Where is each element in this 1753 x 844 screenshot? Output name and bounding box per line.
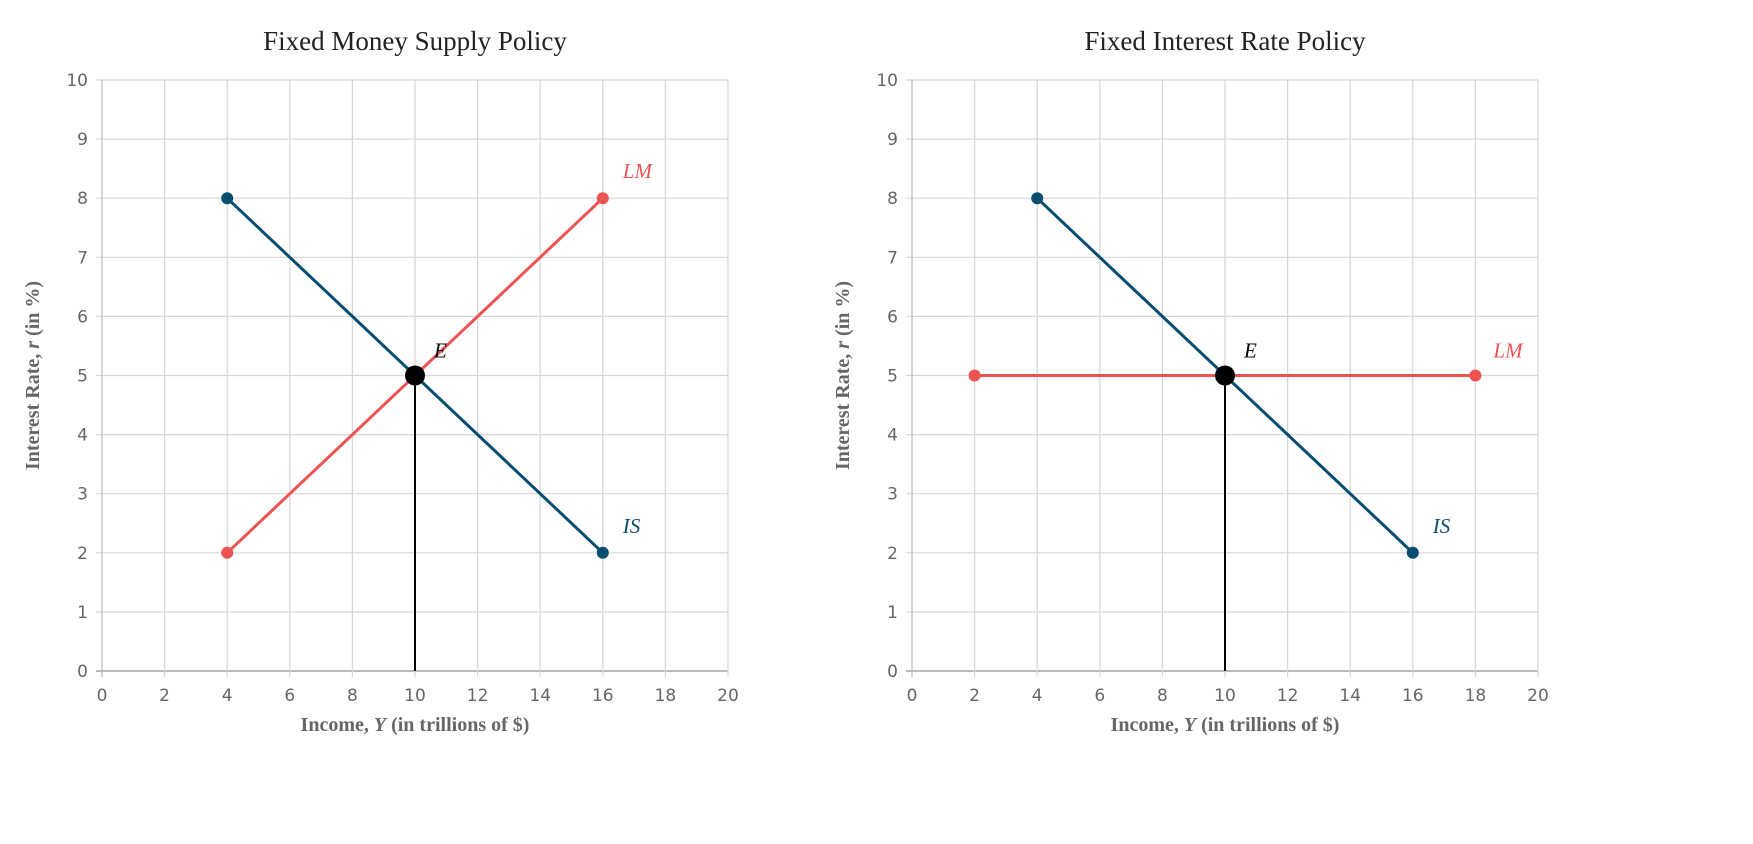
x-tick-label: 4 <box>222 686 233 706</box>
lm-point <box>221 546 234 559</box>
y-tick-label: 10 <box>66 71 88 91</box>
equilibrium-point <box>1215 365 1235 386</box>
is-point <box>1031 192 1044 205</box>
x-tick-label: 14 <box>529 686 551 706</box>
y-tick-label: 7 <box>77 248 88 268</box>
y-axis-label: Interest Rate, r (in %) <box>22 281 44 470</box>
y-tick-label: 1 <box>887 603 898 623</box>
y-tick-label: 0 <box>77 662 88 682</box>
lm-label: LM <box>1492 339 1524 363</box>
is-point <box>221 192 234 205</box>
y-tick-label: 2 <box>77 544 88 564</box>
x-tick-label: 2 <box>969 686 980 706</box>
y-tick-label: 1 <box>77 603 88 623</box>
lm-point <box>596 192 609 205</box>
y-tick-label: 6 <box>887 307 898 327</box>
equilibrium-label: E <box>433 339 447 363</box>
y-tick-label: 5 <box>77 367 88 387</box>
x-tick-label: 12 <box>467 686 489 706</box>
x-tick-label: 10 <box>404 686 426 706</box>
x-tick-label: 0 <box>907 686 918 706</box>
is-point <box>1406 546 1419 559</box>
equilibrium-label: E <box>1243 339 1257 363</box>
x-tick-label: 2 <box>159 686 170 706</box>
is-point <box>596 546 609 559</box>
y-tick-label: 9 <box>887 130 898 150</box>
x-tick-label: 10 <box>1214 686 1236 706</box>
x-tick-label: 14 <box>1339 686 1361 706</box>
lm-label: LM <box>622 159 654 183</box>
y-tick-label: 8 <box>77 189 88 209</box>
x-tick-label: 0 <box>97 686 108 706</box>
x-tick-label: 18 <box>655 686 677 706</box>
x-tick-label: 6 <box>1094 686 1105 706</box>
chart-title: Fixed Interest Rate Policy <box>1084 26 1366 56</box>
y-tick-label: 4 <box>77 426 88 446</box>
y-tick-label: 8 <box>887 189 898 209</box>
y-tick-label: 7 <box>887 248 898 268</box>
y-tick-label: 3 <box>887 485 898 505</box>
is-label: IS <box>622 514 641 538</box>
lm-point <box>968 369 981 382</box>
y-tick-label: 2 <box>887 544 898 564</box>
y-tick-label: 5 <box>887 367 898 387</box>
y-tick-label: 4 <box>887 426 898 446</box>
x-tick-label: 8 <box>1157 686 1168 706</box>
x-tick-label: 16 <box>592 686 614 706</box>
x-tick-label: 12 <box>1277 686 1299 706</box>
y-tick-label: 3 <box>77 485 88 505</box>
x-tick-label: 18 <box>1465 686 1487 706</box>
y-tick-label: 6 <box>77 307 88 327</box>
x-axis-label: Income, Y (in trillions of $) <box>301 714 530 736</box>
chart-title: Fixed Money Supply Policy <box>263 26 567 56</box>
x-tick-label: 16 <box>1402 686 1424 706</box>
equilibrium-point <box>405 365 425 386</box>
y-tick-label: 9 <box>77 130 88 150</box>
x-tick-label: 8 <box>347 686 358 706</box>
x-axis-label: Income, Y (in trillions of $) <box>1111 714 1340 736</box>
x-tick-label: 20 <box>1527 686 1549 706</box>
y-tick-label: 10 <box>876 71 898 91</box>
x-tick-label: 6 <box>284 686 295 706</box>
x-tick-label: 4 <box>1032 686 1043 706</box>
is-label: IS <box>1432 514 1451 538</box>
lm-point <box>1469 369 1482 382</box>
x-tick-label: 20 <box>717 686 739 706</box>
y-tick-label: 0 <box>887 662 898 682</box>
y-axis-label: Interest Rate, r (in %) <box>832 281 854 470</box>
